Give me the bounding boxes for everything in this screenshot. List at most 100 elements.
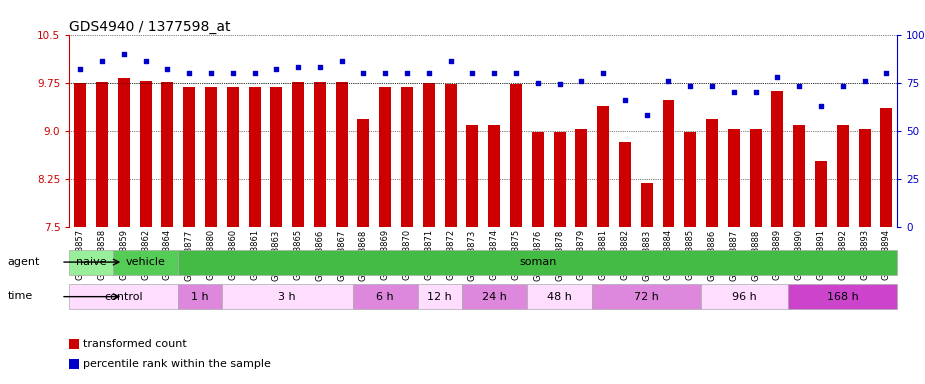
- Point: [618, 97, 633, 103]
- Bar: [140, 81, 152, 227]
- Point: [552, 81, 567, 88]
- Point: [247, 70, 262, 76]
- Bar: [532, 132, 544, 227]
- Point: [835, 83, 850, 89]
- Bar: [619, 142, 631, 227]
- Bar: [222, 284, 352, 309]
- Bar: [575, 129, 587, 227]
- Point: [705, 83, 720, 89]
- Text: time: time: [7, 291, 32, 301]
- Point: [857, 78, 872, 84]
- Point: [356, 70, 371, 76]
- Bar: [162, 82, 173, 227]
- Point: [770, 74, 784, 80]
- Text: 168 h: 168 h: [827, 291, 858, 302]
- Bar: [706, 119, 718, 227]
- Bar: [117, 78, 130, 227]
- Point: [639, 112, 654, 118]
- Bar: [179, 250, 897, 275]
- Bar: [510, 84, 522, 227]
- Text: 3 h: 3 h: [278, 291, 296, 302]
- Bar: [749, 129, 761, 227]
- Bar: [837, 126, 849, 227]
- Point: [879, 70, 894, 76]
- Text: transformed count: transformed count: [83, 339, 187, 349]
- Bar: [69, 250, 113, 275]
- Point: [487, 70, 501, 76]
- Point: [596, 70, 611, 76]
- Bar: [701, 284, 788, 309]
- Bar: [69, 339, 80, 349]
- Bar: [69, 284, 179, 309]
- Bar: [641, 183, 653, 227]
- Text: GDS4940 / 1377598_at: GDS4940 / 1377598_at: [69, 20, 231, 33]
- Point: [313, 64, 327, 70]
- Text: soman: soman: [519, 257, 557, 267]
- Point: [290, 64, 305, 70]
- Bar: [227, 87, 239, 227]
- Point: [748, 89, 763, 95]
- Bar: [418, 284, 462, 309]
- Bar: [466, 126, 478, 227]
- Text: 24 h: 24 h: [482, 291, 507, 302]
- Point: [94, 58, 109, 65]
- Text: naive: naive: [76, 257, 106, 267]
- Text: percentile rank within the sample: percentile rank within the sample: [83, 359, 271, 369]
- Bar: [270, 87, 282, 227]
- Bar: [662, 100, 674, 227]
- Text: 6 h: 6 h: [376, 291, 394, 302]
- Bar: [728, 129, 740, 227]
- Bar: [445, 84, 457, 227]
- Bar: [179, 284, 222, 309]
- Bar: [788, 284, 897, 309]
- Point: [683, 83, 697, 89]
- Bar: [96, 82, 108, 227]
- Bar: [858, 129, 870, 227]
- Bar: [314, 82, 326, 227]
- Bar: [527, 284, 592, 309]
- Bar: [598, 106, 610, 227]
- Point: [334, 58, 349, 65]
- Point: [574, 78, 588, 84]
- Bar: [183, 87, 195, 227]
- Text: vehicle: vehicle: [126, 257, 166, 267]
- Text: 96 h: 96 h: [733, 291, 758, 302]
- Text: 48 h: 48 h: [547, 291, 572, 302]
- Point: [509, 70, 524, 76]
- Point: [204, 70, 218, 76]
- Point: [182, 70, 197, 76]
- Point: [378, 70, 393, 76]
- Point: [400, 70, 414, 76]
- Point: [726, 89, 741, 95]
- Text: 1 h: 1 h: [191, 291, 209, 302]
- Text: agent: agent: [7, 257, 40, 267]
- Point: [117, 51, 131, 57]
- Bar: [771, 91, 783, 227]
- Bar: [794, 126, 805, 227]
- Point: [73, 66, 88, 72]
- Bar: [815, 161, 827, 227]
- Point: [792, 83, 807, 89]
- Point: [138, 58, 153, 65]
- Bar: [423, 83, 435, 227]
- Point: [530, 79, 545, 86]
- Bar: [352, 284, 418, 309]
- Bar: [205, 87, 217, 227]
- Bar: [462, 284, 527, 309]
- Point: [269, 66, 284, 72]
- Bar: [74, 83, 86, 227]
- Bar: [69, 359, 80, 369]
- Bar: [881, 108, 893, 227]
- Bar: [113, 250, 179, 275]
- Bar: [553, 132, 565, 227]
- Point: [443, 58, 458, 65]
- Bar: [684, 132, 697, 227]
- Text: 72 h: 72 h: [635, 291, 660, 302]
- Point: [661, 78, 676, 84]
- Point: [422, 70, 437, 76]
- Point: [226, 70, 240, 76]
- Bar: [357, 119, 369, 227]
- Text: control: control: [105, 291, 143, 302]
- Bar: [379, 87, 391, 227]
- Bar: [249, 87, 261, 227]
